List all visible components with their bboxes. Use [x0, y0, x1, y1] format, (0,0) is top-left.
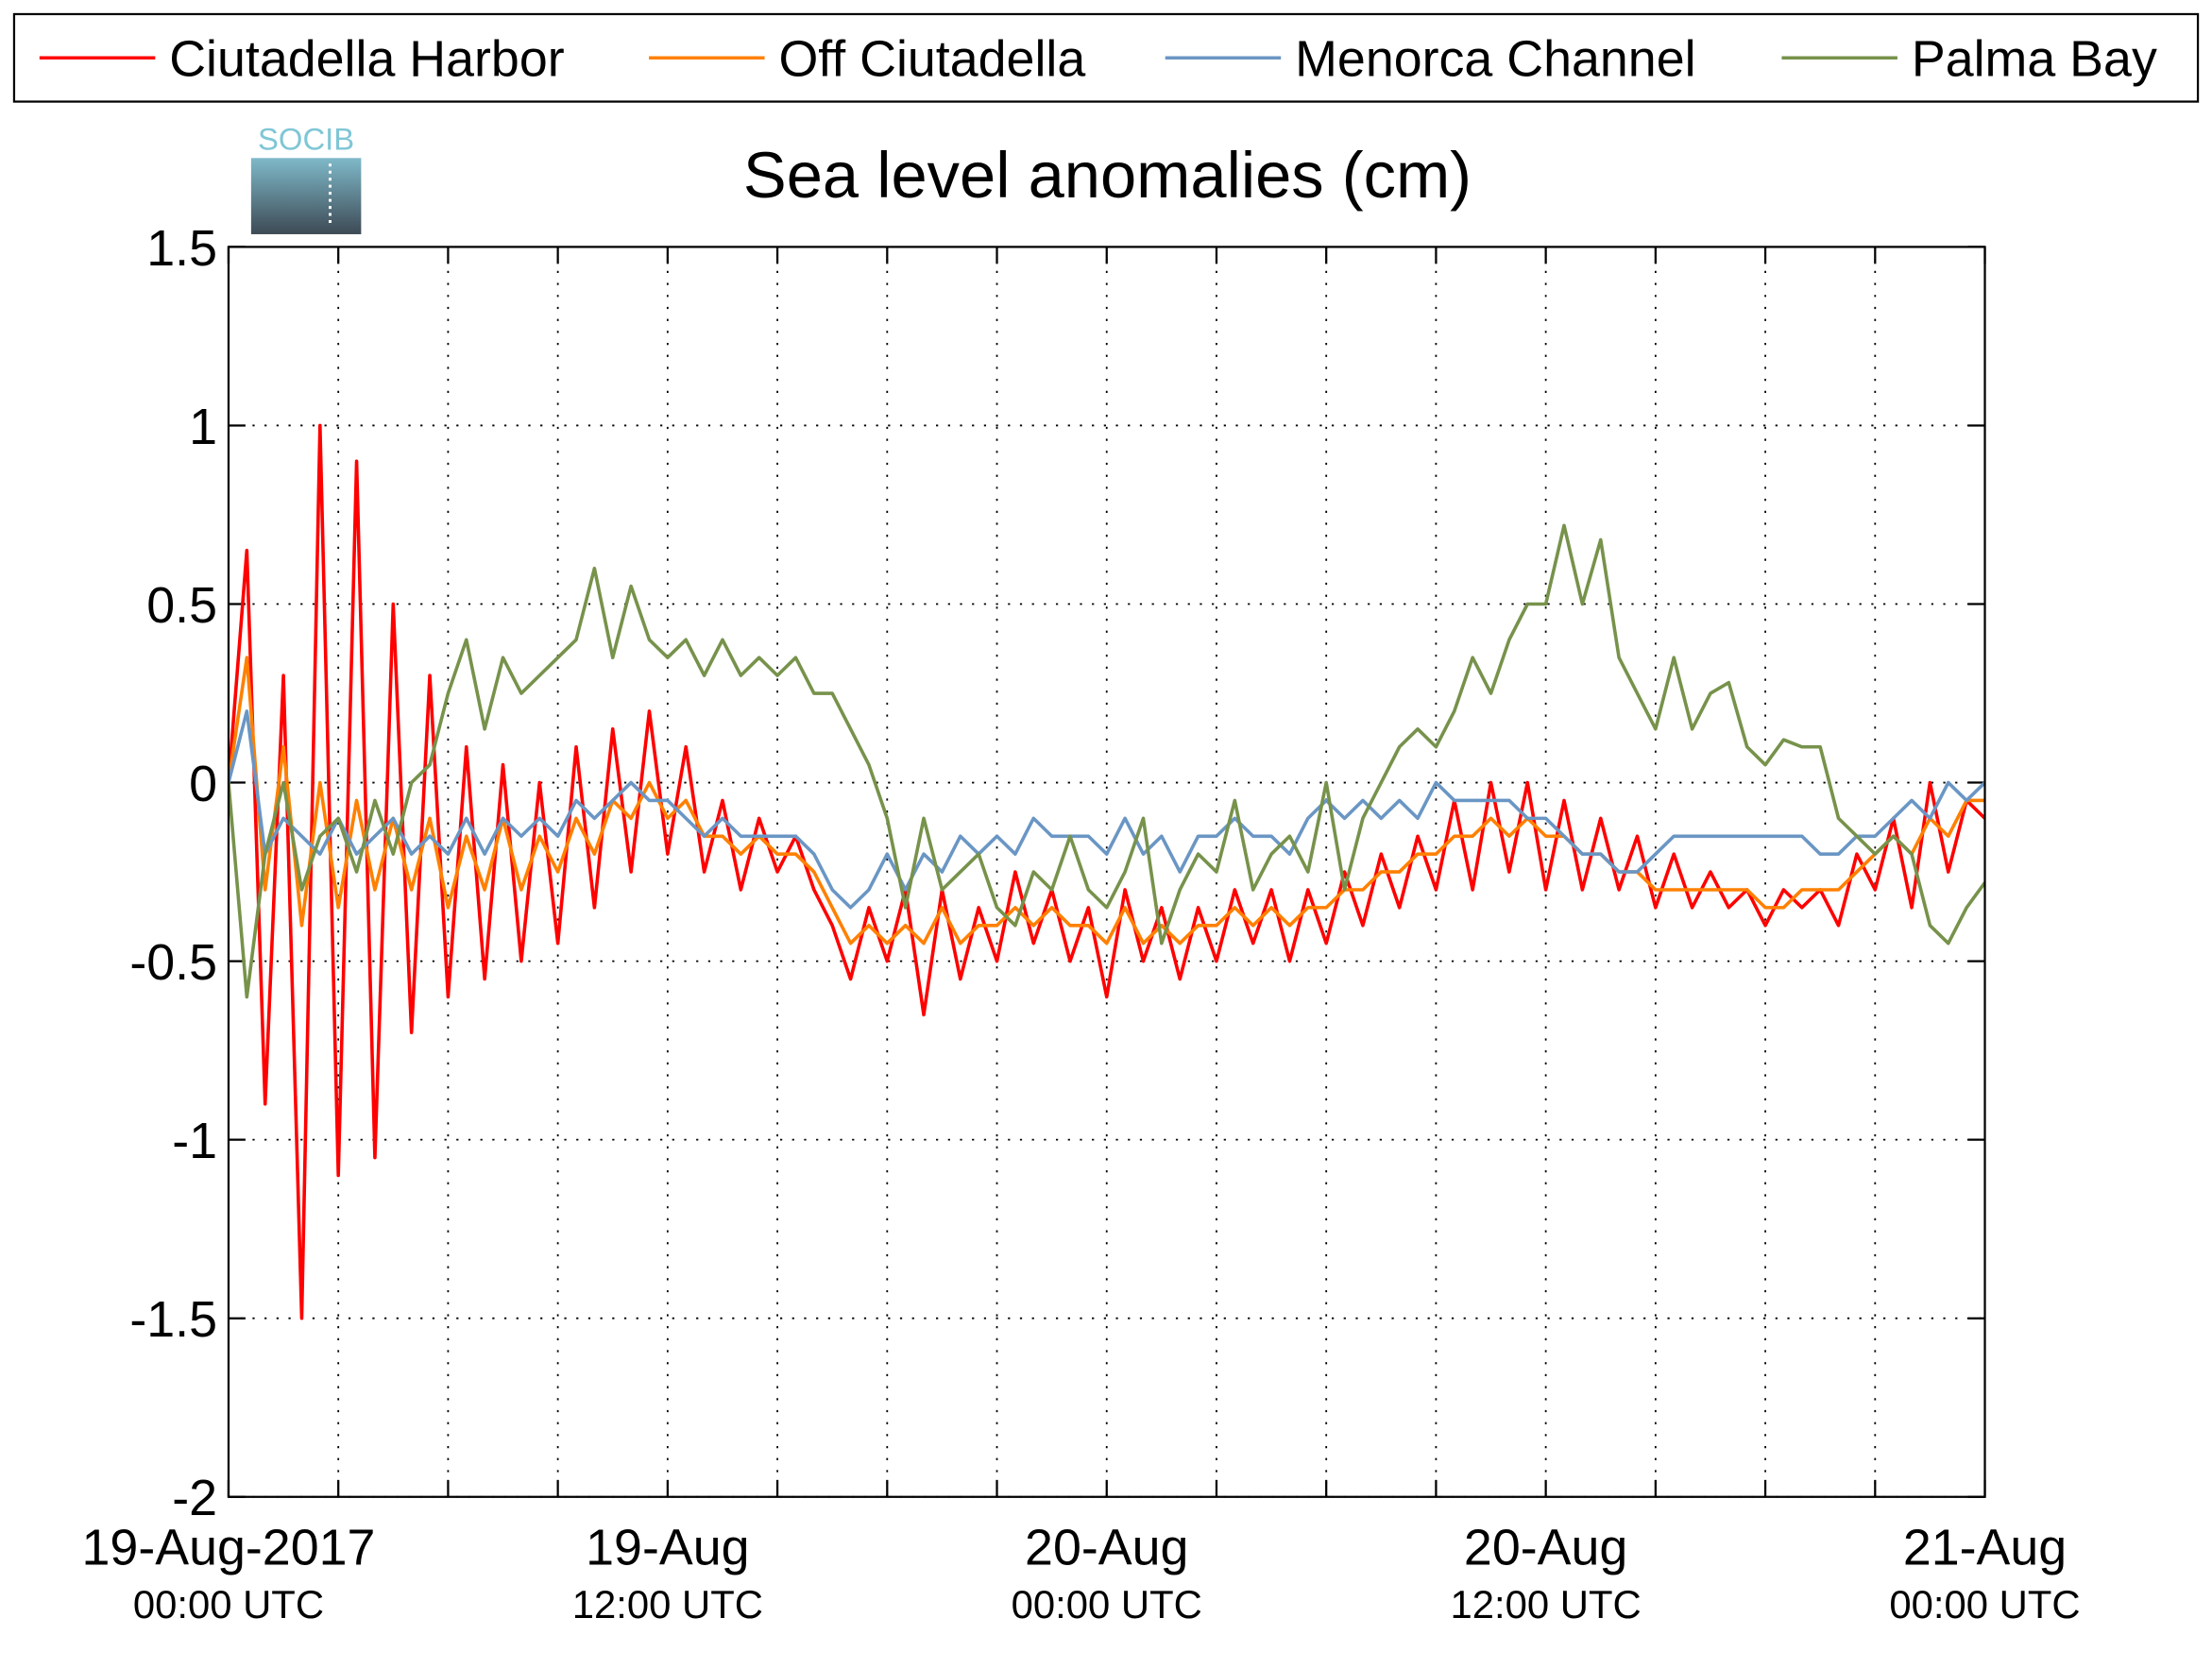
y-tick-label: 0.5 — [146, 577, 217, 634]
y-tick-label: -1.5 — [129, 1291, 217, 1348]
logo: SOCIB — [250, 121, 362, 234]
logo-text: SOCIB — [258, 121, 354, 156]
x-tick-label: 21-Aug — [1903, 1519, 2067, 1575]
x-tick-sublabel: 12:00 UTC — [572, 1582, 763, 1626]
x-tick-label: 20-Aug — [1464, 1519, 1627, 1575]
x-tick-sublabel: 12:00 UTC — [1451, 1582, 1642, 1626]
legend-label: Ciutadella Harbor — [169, 31, 564, 88]
series-line — [228, 656, 1985, 945]
x-tick-sublabel: 00:00 UTC — [1889, 1582, 2080, 1626]
plot-frame — [227, 246, 1986, 1498]
series-line — [228, 523, 1985, 999]
x-tick-sublabel: 00:00 UTC — [1012, 1582, 1202, 1626]
series-line — [228, 709, 1985, 910]
logo-box — [250, 158, 362, 234]
y-tick-label: -2 — [172, 1470, 217, 1526]
legend-label: Off Ciutadella — [778, 31, 1085, 88]
x-tick-sublabel: 00:00 UTC — [133, 1582, 324, 1626]
legend-label: Menorca Channel — [1295, 31, 1695, 88]
series-line — [228, 423, 1985, 1320]
chart-title: Sea level anomalies (cm) — [743, 139, 1472, 212]
legend-label: Palma Bay — [1912, 31, 2157, 88]
x-tick-label: 19-Aug-2017 — [82, 1519, 376, 1575]
y-tick-label: 1 — [189, 399, 217, 455]
x-tick-label: 20-Aug — [1025, 1519, 1188, 1575]
y-tick-label: 0 — [189, 756, 217, 812]
y-tick-label: -1 — [172, 1113, 217, 1169]
y-tick-label: -0.5 — [129, 934, 217, 991]
x-tick-label: 19-Aug — [586, 1519, 749, 1575]
y-tick-label: 1.5 — [146, 220, 217, 277]
